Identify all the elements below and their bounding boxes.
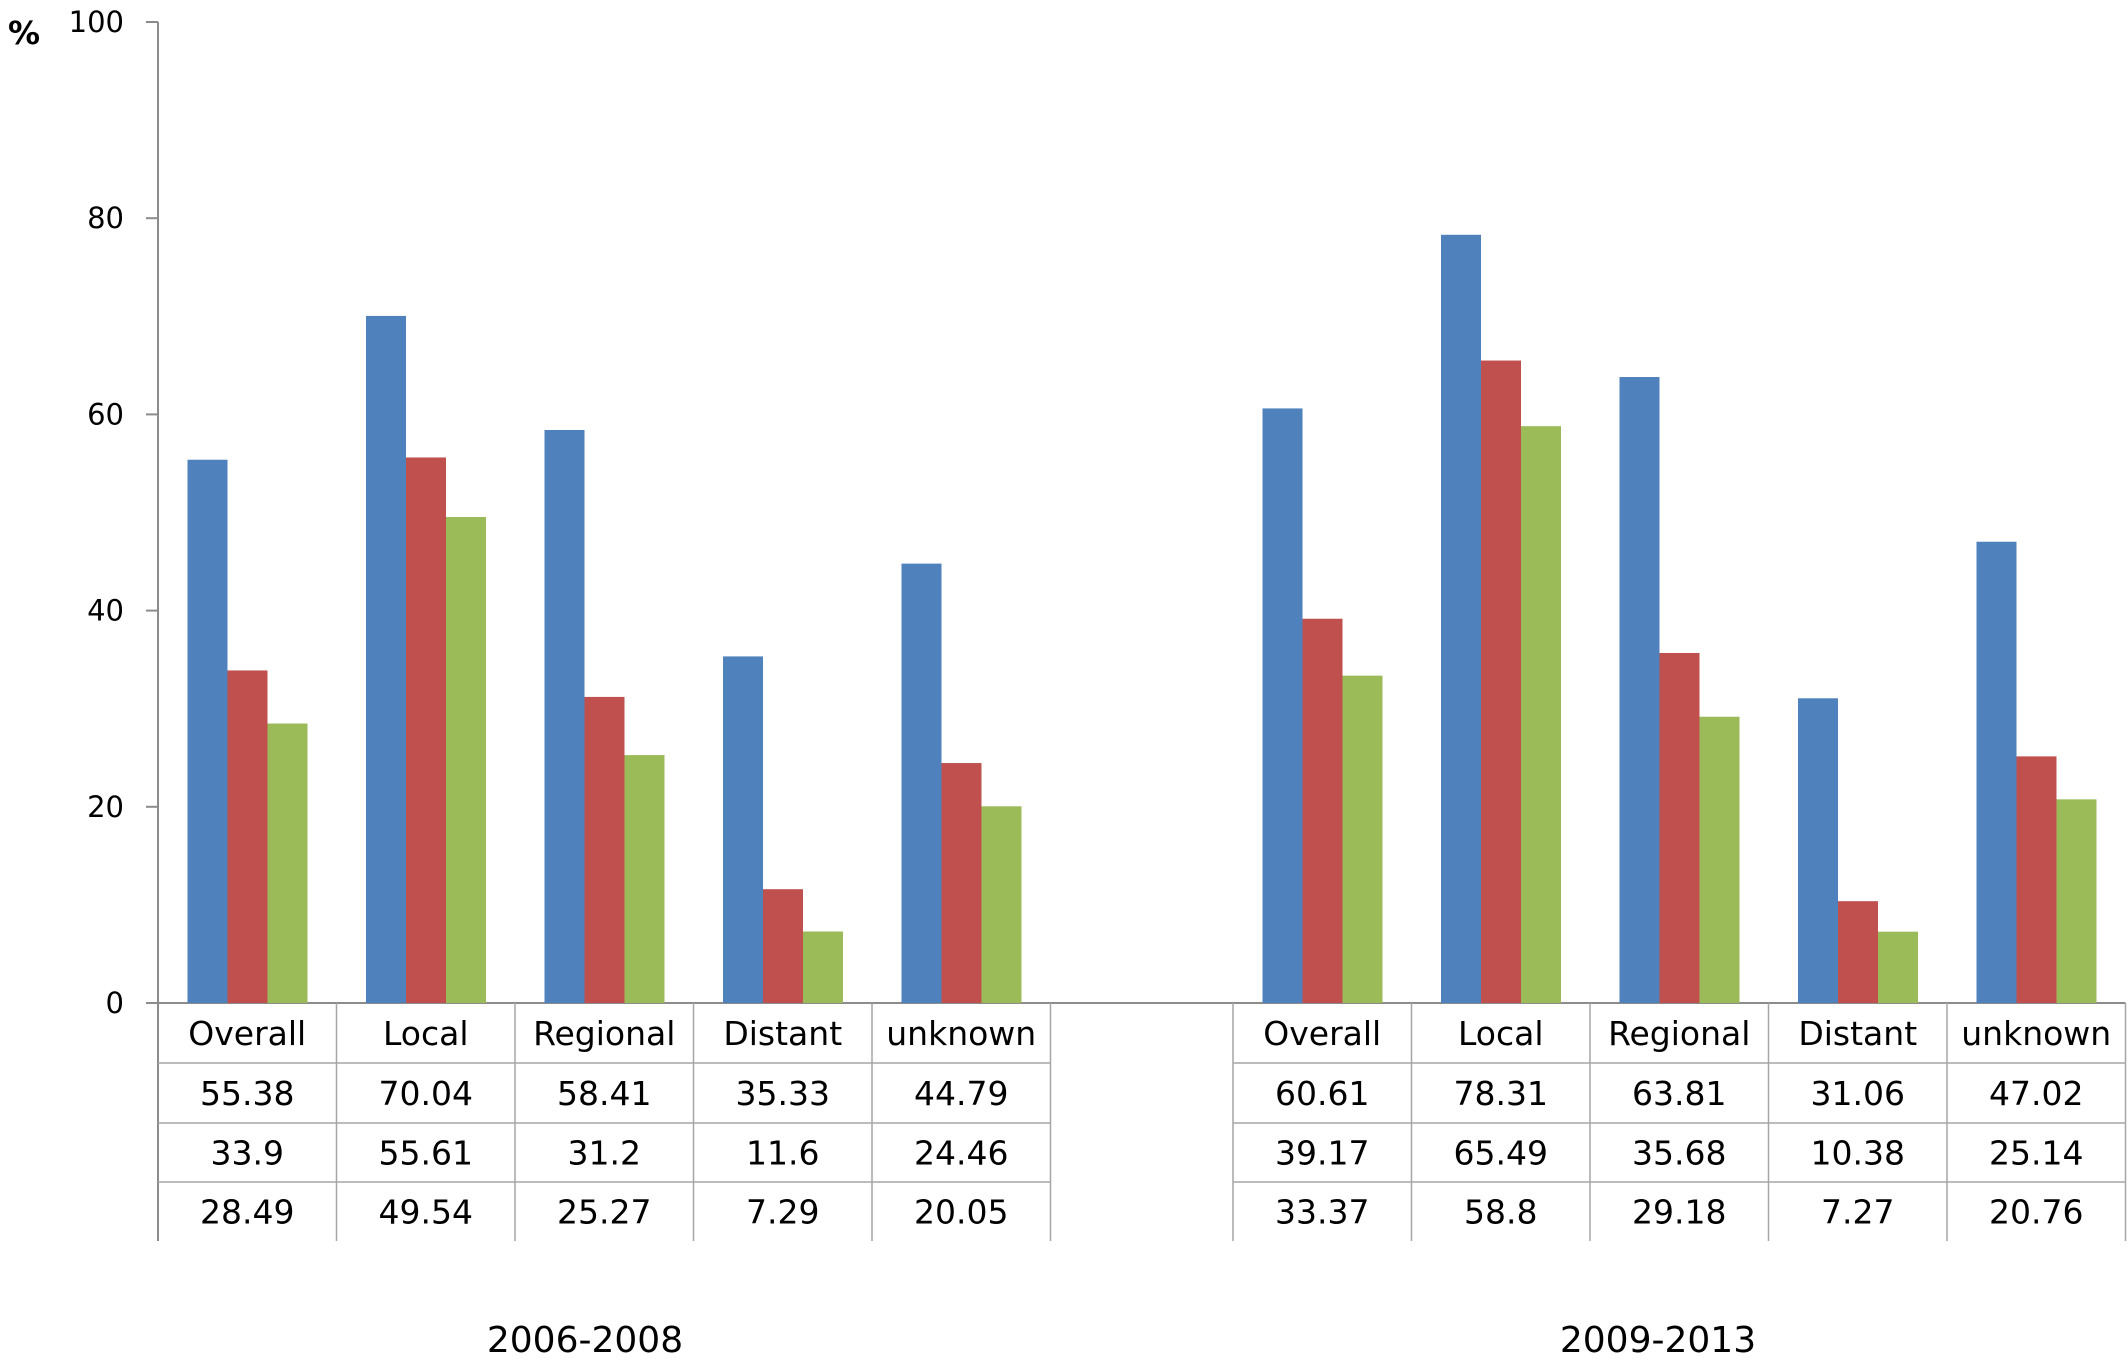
bar	[1838, 901, 1878, 1003]
bar	[803, 931, 843, 1003]
data-label: 33.9	[211, 1134, 284, 1173]
data-label: 49.54	[379, 1193, 473, 1232]
data-label: 31.06	[1811, 1074, 1905, 1113]
category-label: unknown	[886, 1014, 1036, 1053]
bar	[1441, 234, 1481, 1003]
data-label: 7.29	[746, 1193, 819, 1232]
bar	[624, 755, 665, 1003]
data-label: 63.81	[1632, 1074, 1726, 1113]
bar	[763, 889, 803, 1003]
data-label: 60.61	[1275, 1074, 1369, 1113]
bar	[1798, 698, 1838, 1003]
y-tick-label: 60	[87, 397, 124, 431]
bar	[1521, 426, 1561, 1003]
category-label: Overall	[188, 1014, 306, 1053]
data-label: 20.05	[914, 1193, 1008, 1232]
data-label: 25.14	[1989, 1134, 2083, 1173]
data-label: 11.6	[746, 1134, 819, 1173]
bar	[366, 315, 406, 1003]
data-label: 35.68	[1632, 1134, 1726, 1173]
data-label: 55.38	[200, 1074, 294, 1113]
category-label: Regional	[1608, 1014, 1750, 1053]
bars	[187, 234, 2097, 1004]
bar	[1302, 618, 1343, 1003]
data-label: 7.27	[1821, 1193, 1894, 1232]
data-label: 47.02	[1989, 1074, 2083, 1113]
period-label: 2006-2008	[487, 1320, 683, 1360]
category-label: Regional	[533, 1014, 675, 1053]
bar	[446, 517, 486, 1003]
data-label: 39.17	[1275, 1134, 1369, 1173]
bar	[941, 763, 982, 1003]
bar	[1659, 652, 1700, 1003]
data-label: 10.38	[1811, 1134, 1905, 1173]
data-label: 44.79	[914, 1074, 1008, 1113]
bar	[227, 670, 268, 1003]
y-axis-unit-label: %	[8, 14, 40, 52]
category-label: Overall	[1263, 1014, 1381, 1053]
bar	[187, 459, 228, 1004]
bar	[267, 723, 308, 1003]
data-label: 28.49	[200, 1193, 294, 1232]
bar	[2056, 799, 2097, 1003]
axes: 0 20 40 60 80 100	[69, 5, 2126, 1241]
bar	[981, 806, 1022, 1003]
category-label: Local	[1458, 1014, 1544, 1053]
bar	[1699, 716, 1740, 1003]
data-label: 58.41	[557, 1074, 651, 1113]
y-tick-label: 100	[69, 5, 124, 39]
bar	[1976, 541, 2017, 1003]
bar	[1619, 377, 1660, 1003]
data-label: 20.76	[1989, 1193, 2083, 1232]
bar	[1481, 360, 1521, 1003]
bar	[1878, 931, 1918, 1003]
period-label: 2009-2013	[1560, 1320, 1756, 1360]
bar	[2016, 756, 2057, 1003]
y-tick-label: 20	[87, 790, 124, 824]
category-label: unknown	[1961, 1014, 2111, 1053]
bar	[901, 563, 942, 1003]
category-label: Distant	[1798, 1014, 1917, 1053]
data-label: 78.31	[1454, 1074, 1548, 1113]
data-label: 31.2	[568, 1134, 641, 1173]
bar	[723, 656, 763, 1003]
category-label: Distant	[723, 1014, 842, 1053]
bar	[406, 457, 446, 1003]
data-label: 70.04	[379, 1074, 473, 1113]
y-tick-label: 40	[87, 594, 124, 628]
data-label: 24.46	[914, 1134, 1008, 1173]
data-label: 25.27	[557, 1193, 651, 1232]
category-label: Local	[383, 1014, 469, 1053]
data-label: 33.37	[1275, 1193, 1369, 1232]
data-label: 29.18	[1632, 1193, 1726, 1232]
data-label: 65.49	[1454, 1134, 1548, 1173]
data-label: 35.33	[736, 1074, 830, 1113]
data-label: 55.61	[379, 1134, 473, 1173]
group-labels: 2006-2008 2009-2013	[487, 1320, 1756, 1360]
y-tick-label: 80	[87, 201, 124, 235]
y-tick-label: 0	[106, 986, 124, 1020]
bar	[1342, 675, 1383, 1003]
data-table: Overall Local Regional Distant unknown 55.38 7…	[158, 1003, 2127, 1241]
bar	[1262, 408, 1303, 1003]
data-label: 58.8	[1464, 1193, 1537, 1232]
bar	[544, 429, 585, 1003]
bar	[584, 696, 625, 1003]
